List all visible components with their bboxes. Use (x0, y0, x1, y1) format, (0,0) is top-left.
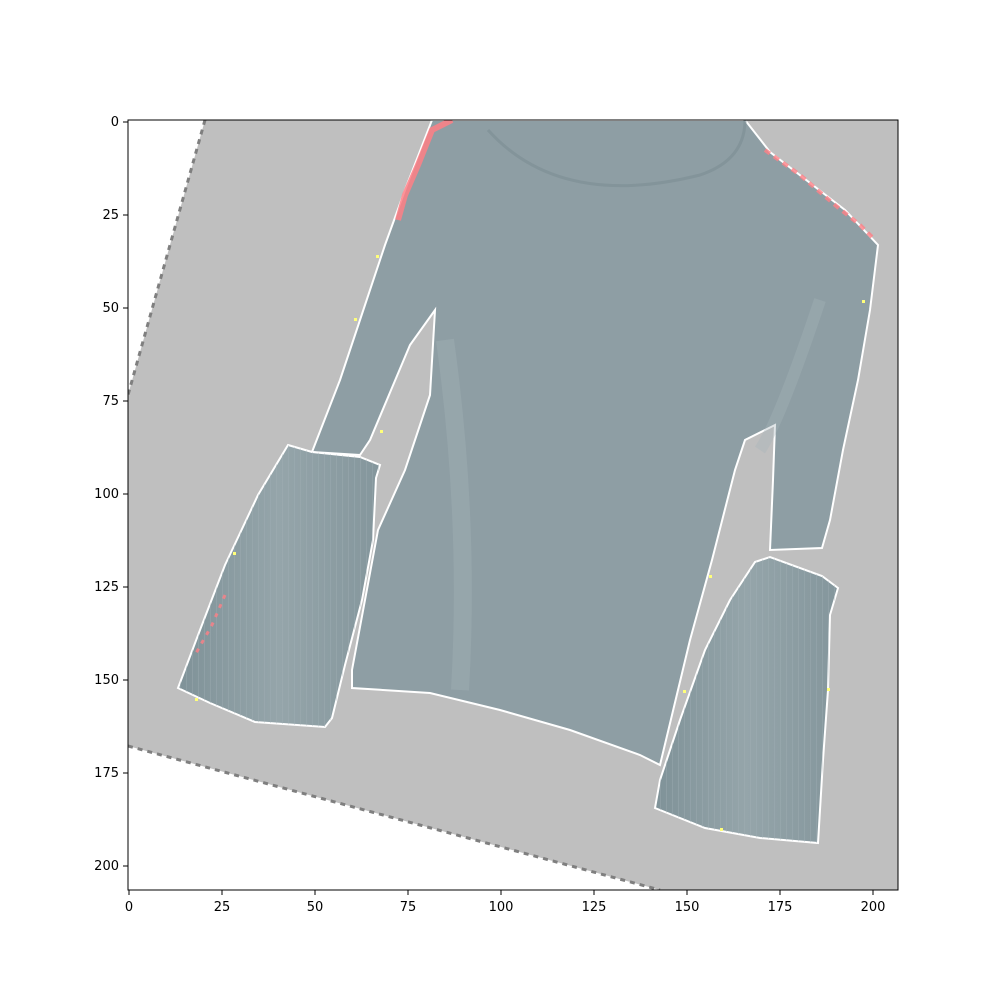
x-tick-label: 175 (768, 900, 793, 915)
background-edge-left (128, 120, 207, 396)
x-tick: 50 (307, 890, 324, 915)
x-tick: 175 (768, 890, 793, 915)
x-tick: 100 (489, 890, 514, 915)
y-tick: 0 (111, 115, 128, 130)
background-edge-bottom (128, 744, 661, 890)
body-highlight-right (754, 298, 826, 454)
shoulder-edge-left (395, 120, 454, 221)
x-tick: 0 (125, 890, 133, 915)
y-tick: 125 (94, 580, 128, 595)
y-tick: 50 (102, 301, 128, 316)
x-tick-label: 150 (675, 900, 700, 915)
y-tick: 175 (94, 766, 128, 781)
y-tick: 150 (94, 673, 128, 688)
sweater-body (310, 120, 880, 767)
y-axis: 0 25 50 75 100 125 150 175 200 (94, 115, 128, 874)
y-tick-label: 125 (94, 580, 119, 595)
x-tick-label: 0 (125, 900, 133, 915)
y-tick-label: 150 (94, 673, 119, 688)
sweater-collar (486, 120, 747, 188)
y-tick: 100 (94, 487, 128, 502)
x-tick: 125 (582, 890, 607, 915)
plot-area (128, 120, 898, 890)
x-tick: 200 (861, 890, 886, 915)
x-tick-label: 200 (861, 900, 886, 915)
y-tick-label: 175 (94, 766, 119, 781)
x-tick-label: 25 (214, 900, 231, 915)
y-tick-label: 200 (94, 859, 119, 874)
y-tick-label: 100 (94, 487, 119, 502)
x-tick: 150 (675, 890, 700, 915)
x-tick-label: 50 (307, 900, 324, 915)
x-tick: 75 (400, 890, 417, 915)
shoulder-edge-right (763, 148, 877, 242)
y-tick-label: 25 (102, 208, 119, 223)
x-tick-label: 125 (582, 900, 607, 915)
y-tick-label: 50 (102, 301, 119, 316)
y-tick: 25 (102, 208, 128, 223)
cuff-edge-left (193, 594, 227, 656)
axes-frame (127, 119, 899, 891)
y-tick: 200 (94, 859, 128, 874)
body-highlight (436, 338, 472, 691)
edge-speckles (195, 255, 865, 831)
x-tick-label: 100 (489, 900, 514, 915)
y-tick-label: 75 (102, 394, 119, 409)
x-axis: 0 25 50 75 100 125 150 175 200 (125, 890, 886, 915)
y-tick: 75 (102, 394, 128, 409)
y-tick-label: 0 (111, 115, 119, 130)
x-tick-label: 75 (400, 900, 417, 915)
x-tick: 25 (214, 890, 231, 915)
